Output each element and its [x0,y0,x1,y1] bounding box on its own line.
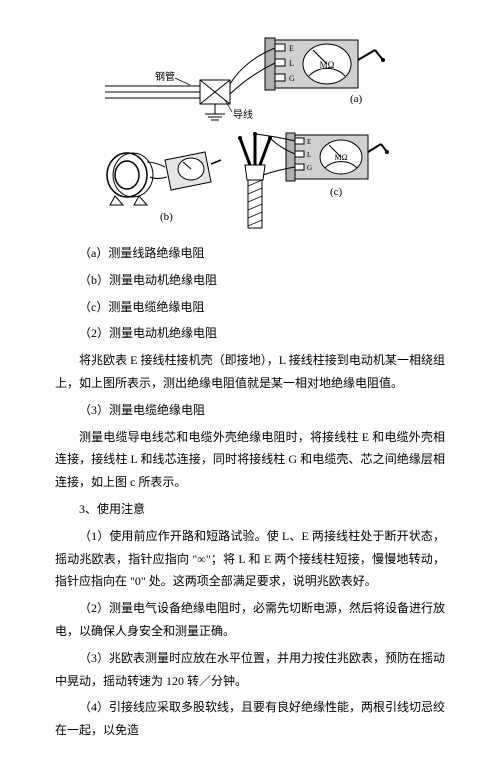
label-b: (b) [160,211,173,223]
para-2: （2）测量电动机绝缘电阻 [55,322,445,345]
label-L-c: L [307,151,311,159]
para-c: （c）测量电缆绝缘电阻 [55,296,445,319]
label-a: (a) [350,93,363,105]
para-3: （3）测量电缆绝缘电阻 [55,399,445,422]
para-usage-heading: 3、使用注意 [55,498,445,521]
label-E-a: E [289,44,294,53]
subfig-a: MΩ E L G [105,38,385,121]
subfig-b: (b) [107,152,221,223]
para-b: （b）测量电动机绝缘电阻 [55,269,445,292]
para-3-body: 测量电缆导电线芯和电缆外壳绝缘电阻时，将接线柱 E 和电缆外壳相连接，接线柱 L… [55,426,445,494]
para-a: （a）测量线路绝缘电阻 [55,242,445,265]
figure-megohmmeter-diagrams: MΩ E L G [55,20,445,230]
label-mohm-a: MΩ [320,60,335,70]
label-steel-pipe: 钢管 [155,70,175,83]
para-note-1: （1）使用前应作开路和短路试验。使 L、E 两接线柱处于断开状态，摇动兆欧表，指… [55,525,445,593]
label-mohm-c: MΩ [334,153,347,162]
para-2-body: 将兆欧表 E 接线柱接机壳（即接地），L 接线柱接到电动机某一相绕组上，如上图所… [55,349,445,395]
label-E-c: E [307,138,311,146]
para-note-2: （2）测量电气设备绝缘电阻时，必需先切断电源，然后将设备进行放电，以确保人身安全… [55,597,445,643]
label-G-a: G [289,74,295,83]
label-c: (c) [330,186,343,198]
subfig-c: MΩ E L G [238,132,389,228]
label-G-c: G [307,164,312,172]
label-L-a: L [289,59,294,68]
para-note-4: （4）引接线应采取多股软线，且要有良好绝缘性能，两根引线切忌绞在一起，以免造 [55,696,445,742]
para-note-3: （3）兆欧表测量时应放在水平位置，并用力按住兆欧表，预防在摇动中晃动，摇动转速为… [55,647,445,693]
label-lead: 导线 [233,108,253,121]
